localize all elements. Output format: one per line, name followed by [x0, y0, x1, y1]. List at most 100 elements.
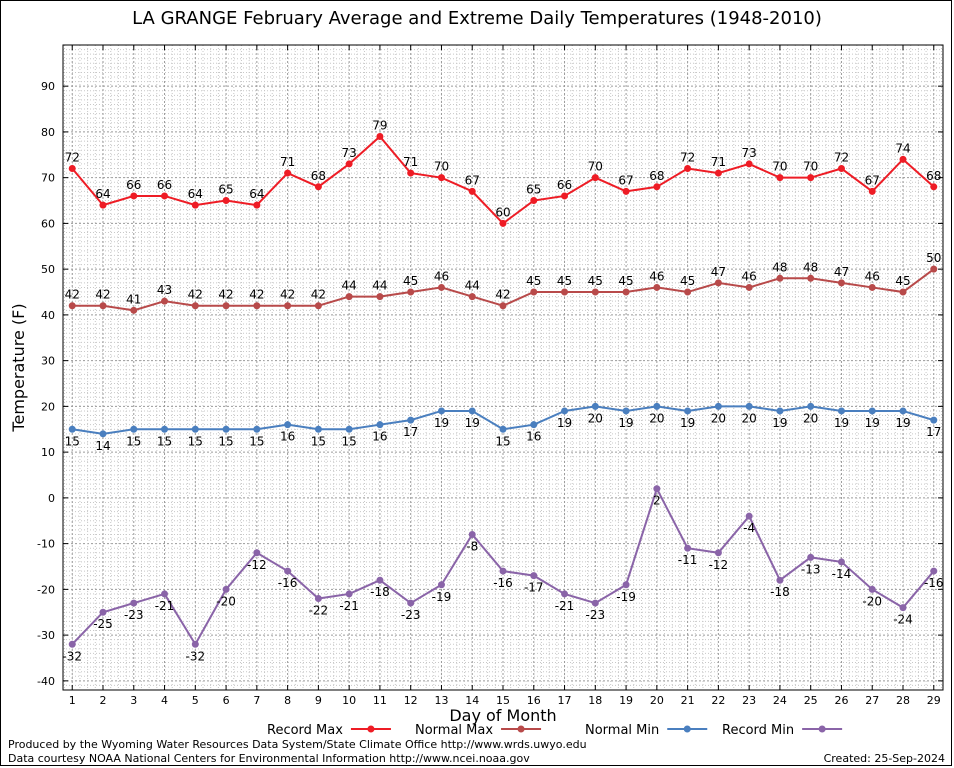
data-point: [253, 201, 261, 209]
y-tick-label: 40: [41, 309, 55, 322]
data-point: [376, 421, 384, 429]
legend: Record Max Normal Max Normal Min Record Min: [267, 723, 843, 738]
data-point: [745, 283, 753, 291]
x-tick-label: 1: [69, 694, 76, 707]
data-label: 71: [280, 155, 295, 169]
data-point: [714, 169, 722, 177]
legend-entry: Record Min: [722, 723, 843, 738]
data-point: [345, 590, 353, 598]
data-point: [930, 416, 938, 424]
data-label: -14: [832, 567, 852, 581]
data-label: -23: [401, 608, 421, 622]
data-label: 65: [526, 183, 541, 197]
data-point: [714, 402, 722, 410]
legend-entry: Normal Min: [585, 723, 708, 738]
data-label: 67: [865, 173, 880, 187]
data-point: [222, 585, 230, 593]
data-label: 72: [680, 151, 695, 165]
data-label: 72: [834, 151, 849, 165]
series-normal-max: 42 42 41 43 42 42 42 42 42 44 44 45 46 44 42 45 45 45 45 46…: [65, 251, 941, 314]
data-point: [437, 283, 445, 291]
data-label: 70: [434, 160, 449, 174]
footer-data-courtesy: Data courtesy NOAA National Centers for …: [8, 752, 530, 765]
data-label: 15: [157, 434, 172, 448]
data-label: 64: [95, 187, 110, 201]
data-label: -23: [586, 608, 606, 622]
data-point: [591, 174, 599, 182]
data-point: [776, 274, 784, 282]
x-tick-label: 14: [465, 694, 479, 707]
y-axis: -40 -30 -20 -10 0 10 20 30 40 50 60 70 80 90: [37, 80, 943, 688]
x-tick-label: 5: [192, 694, 199, 707]
data-label: -32: [186, 649, 206, 663]
data-point: [314, 302, 322, 310]
data-point: [530, 288, 538, 296]
x-tick-label: 11: [373, 694, 387, 707]
data-point: [837, 165, 845, 173]
data-label: 42: [188, 288, 203, 302]
data-point: [161, 590, 169, 598]
data-point: [591, 288, 599, 296]
data-point: [314, 183, 322, 191]
data-label: 45: [403, 274, 418, 288]
x-tick-label: 28: [896, 694, 910, 707]
data-point: [930, 567, 938, 575]
data-point: [622, 407, 630, 415]
data-point: [68, 425, 76, 433]
data-label: 68: [311, 169, 326, 183]
data-label: 45: [588, 274, 603, 288]
data-label: 20: [742, 411, 757, 425]
data-point: [499, 425, 507, 433]
data-point: [468, 530, 476, 538]
data-label: 19: [465, 416, 480, 430]
data-label: 20: [649, 411, 664, 425]
data-point: [530, 421, 538, 429]
data-point: [253, 302, 261, 310]
x-tick-label: 10: [342, 694, 356, 707]
data-label: 66: [157, 178, 172, 192]
data-point: [807, 274, 815, 282]
data-label: 65: [218, 183, 233, 197]
data-point: [745, 402, 753, 410]
data-point: [807, 402, 815, 410]
data-label: 19: [865, 416, 880, 430]
data-label: 64: [188, 187, 203, 201]
x-tick-label: 6: [223, 694, 230, 707]
data-point: [345, 160, 353, 168]
data-label: 15: [218, 434, 233, 448]
data-label: -18: [770, 585, 790, 599]
data-point: [376, 132, 384, 140]
data-label: 15: [342, 434, 357, 448]
data-label: 15: [311, 434, 326, 448]
x-tick-label: 13: [434, 694, 448, 707]
data-label: 46: [865, 269, 880, 283]
y-tick-label: -20: [37, 583, 55, 596]
y-tick-label: 20: [41, 400, 55, 413]
data-point: [68, 302, 76, 310]
legend-marker: [818, 725, 826, 733]
data-label: -19: [616, 590, 636, 604]
data-point: [591, 402, 599, 410]
data-point: [99, 201, 107, 209]
data-label: 45: [526, 274, 541, 288]
data-label: -16: [924, 576, 944, 590]
data-label: -23: [124, 608, 144, 622]
data-label: -4: [743, 521, 755, 535]
data-point: [130, 425, 138, 433]
data-label: -13: [801, 562, 821, 576]
x-tick-label: 7: [253, 694, 260, 707]
x-tick-label: 18: [588, 694, 602, 707]
data-label: 45: [680, 274, 695, 288]
data-point: [407, 416, 415, 424]
y-tick-label: -10: [37, 538, 55, 551]
data-point: [868, 283, 876, 291]
data-label: 74: [895, 141, 910, 155]
data-point: [561, 288, 569, 296]
data-point: [191, 302, 199, 310]
data-label: -19: [432, 590, 452, 604]
data-point: [899, 288, 907, 296]
x-tick-label: 29: [927, 694, 941, 707]
data-label: -18: [370, 585, 390, 599]
